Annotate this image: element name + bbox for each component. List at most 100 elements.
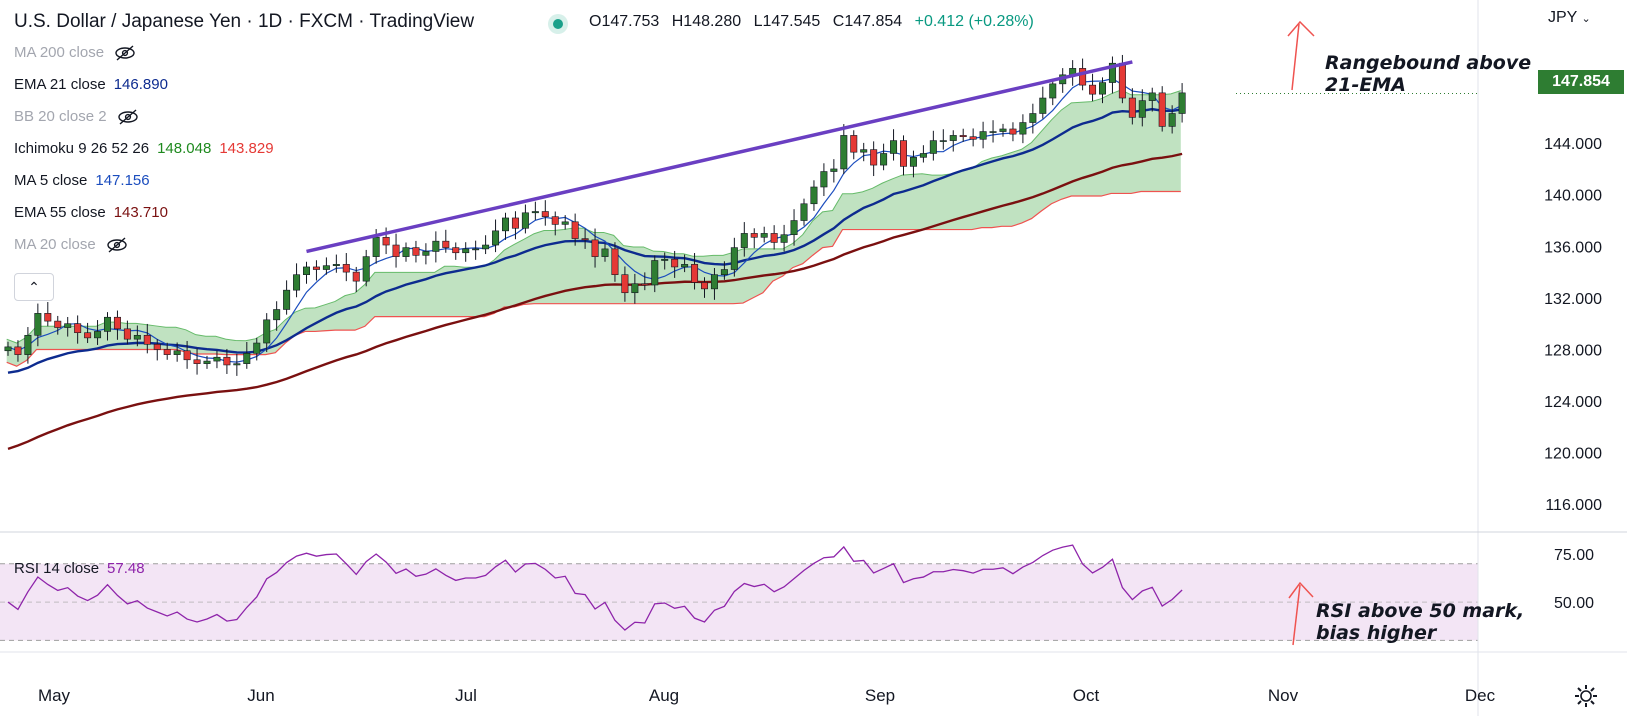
candle-body <box>312 266 320 270</box>
candle-body <box>591 239 599 257</box>
x-tick-label: Jul <box>455 686 477 705</box>
candle-body <box>1108 62 1116 83</box>
candle-body <box>1168 113 1176 127</box>
currency-selector[interactable]: JPY ⌄ <box>1548 9 1591 27</box>
indicator-row[interactable]: EMA 21 close 146.890 <box>14 76 168 93</box>
candle-body <box>482 244 490 250</box>
indicator-row[interactable]: BB 20 close 2 <box>14 108 139 125</box>
indicator-row[interactable]: EMA 55 close 143.710 <box>14 204 168 221</box>
rsi-value: 57.48 <box>107 560 145 577</box>
x-tick-label: Jun <box>247 686 274 705</box>
candle-body <box>1029 113 1037 123</box>
chevron-down-icon: ⌄ <box>1581 13 1591 25</box>
candle-body <box>322 265 330 270</box>
price-annotation: Rangebound above 21-EMA <box>1325 52 1532 96</box>
indicator-label: MA 5 close <box>14 172 88 189</box>
open-value: O147.753 <box>589 13 660 30</box>
candle-body <box>113 316 121 330</box>
candle-body <box>929 140 937 154</box>
span-a-line <box>6 89 1181 344</box>
candle-body <box>691 264 699 283</box>
candle-body <box>223 356 231 366</box>
candle-body <box>342 264 350 273</box>
candle-body <box>34 313 42 336</box>
last-price-tag: 147.854 <box>1538 70 1624 94</box>
candle-body <box>143 334 151 345</box>
arrow-up-icon <box>1291 23 1300 91</box>
y-tick-label: 132.000 <box>1544 291 1602 308</box>
candle-body <box>601 248 609 257</box>
y-tick-label: 128.000 <box>1544 342 1602 359</box>
candle-body <box>193 359 201 364</box>
indicator-row[interactable]: MA 200 close <box>14 44 136 61</box>
candle-body <box>1009 128 1017 135</box>
candle-body <box>800 203 808 221</box>
candle-body <box>233 363 241 366</box>
candle-body <box>740 233 748 248</box>
candle-body <box>621 274 629 294</box>
candle-body <box>1118 62 1126 99</box>
candle-body <box>302 266 310 275</box>
candle-body <box>840 135 848 170</box>
rsi-pane <box>0 544 1478 641</box>
candle-body <box>671 258 679 268</box>
candle-body <box>1099 82 1107 95</box>
currency-label: JPY <box>1548 9 1578 26</box>
candle-body <box>54 320 62 328</box>
indicator-label: EMA 55 close <box>14 204 106 221</box>
candle-body <box>780 234 788 243</box>
chevron-up-icon: ⌃ <box>28 279 40 295</box>
x-tick-label: Oct <box>1073 686 1100 705</box>
candle-body <box>123 328 131 340</box>
x-tick-label: Dec <box>1465 686 1496 705</box>
candle-body <box>611 248 619 275</box>
candle-body <box>949 135 957 141</box>
candle-body <box>293 274 301 291</box>
eye-off-icon[interactable] <box>114 45 136 61</box>
indicator-row[interactable]: MA 5 close 147.156 <box>14 172 150 189</box>
indicator-row[interactable]: Ichimoku 9 26 52 26 148.048 143.829 <box>14 140 274 157</box>
candle-body <box>979 131 987 140</box>
candle-body <box>352 271 360 282</box>
candle-body <box>94 331 102 339</box>
rsi-legend[interactable]: RSI 14 close 57.48 <box>14 560 145 577</box>
candle-body <box>651 260 659 286</box>
candle-body <box>452 247 460 254</box>
candle-body <box>402 247 410 257</box>
eye-off-icon[interactable] <box>117 109 139 125</box>
eye-off-icon[interactable] <box>106 237 128 253</box>
close-value: C147.854 <box>832 13 903 30</box>
candle-body <box>820 171 828 188</box>
indicator-label: EMA 21 close <box>14 76 106 93</box>
candle-body <box>890 140 898 154</box>
candle-body <box>332 264 340 266</box>
candle-body <box>412 247 420 256</box>
y-tick-label: 116.000 <box>1545 497 1602 514</box>
candle-body <box>969 136 977 140</box>
candle-body <box>681 264 689 268</box>
candle-body <box>541 211 549 217</box>
candle-body <box>243 353 251 364</box>
candle-body <box>1128 97 1136 118</box>
gear-icon[interactable] <box>1573 683 1599 709</box>
candle-body <box>104 316 112 332</box>
arrow-up-icon <box>1288 581 1314 599</box>
rsi-tick-label: 50.00 <box>1554 595 1594 612</box>
y-tick-label: 120.000 <box>1544 446 1602 463</box>
candle-body <box>1089 84 1097 95</box>
candle-body <box>1148 92 1156 101</box>
candle-body <box>153 344 161 350</box>
candle-body <box>133 334 141 340</box>
candle-body <box>501 217 509 232</box>
candle-body <box>790 220 798 236</box>
candle-body <box>860 149 868 153</box>
x-tick-label: Aug <box>649 686 679 705</box>
candle-body <box>531 211 539 214</box>
collapse-legend-button[interactable]: ⌃ <box>14 273 54 301</box>
indicator-row[interactable]: MA 20 close <box>14 236 128 253</box>
low-value: L147.545 <box>753 13 821 30</box>
indicator-value: 146.890 <box>113 76 168 93</box>
candle-body <box>4 346 12 352</box>
y-tick-label: 136.000 <box>1544 239 1602 256</box>
